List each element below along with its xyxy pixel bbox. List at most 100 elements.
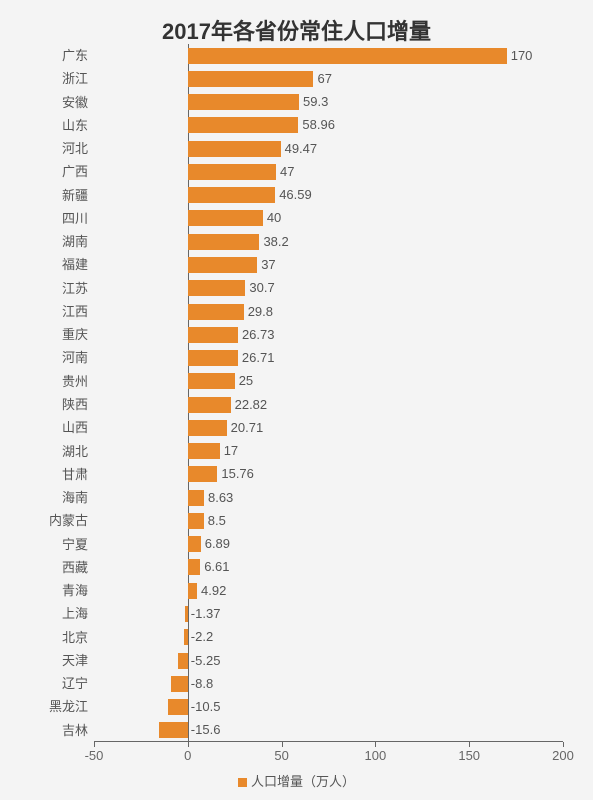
bar-row: 46.59 — [94, 184, 563, 207]
bar — [188, 350, 238, 366]
value-label: 8.5 — [208, 513, 226, 529]
category-label: 河北 — [8, 137, 88, 160]
bar — [188, 257, 257, 273]
bar-row: 26.73 — [94, 323, 563, 346]
value-label: -5.25 — [191, 653, 221, 669]
value-label: 4.92 — [201, 583, 226, 599]
bar-row: 4.92 — [94, 579, 563, 602]
category-label: 江西 — [8, 300, 88, 323]
category-label: 浙江 — [8, 67, 88, 90]
bar-row: 29.8 — [94, 300, 563, 323]
bar-row: 6.89 — [94, 533, 563, 556]
value-label: 170 — [511, 48, 533, 64]
x-tick — [375, 742, 376, 747]
category-label: 广东 — [8, 44, 88, 67]
bar — [188, 71, 314, 87]
value-label: 6.61 — [204, 559, 229, 575]
value-label: 20.71 — [231, 420, 264, 436]
category-label: 山东 — [8, 114, 88, 137]
bar — [188, 48, 507, 64]
bar — [188, 187, 275, 203]
value-label: 6.89 — [205, 536, 230, 552]
bar — [184, 629, 188, 645]
bar-row: 20.71 — [94, 416, 563, 439]
value-label: 29.8 — [248, 304, 273, 320]
x-tick-label: -50 — [85, 748, 104, 763]
bar — [188, 443, 220, 459]
category-label: 北京 — [8, 626, 88, 649]
chart-title: 2017年各省份常住人口增量 — [0, 14, 593, 46]
bar — [188, 210, 263, 226]
bar-row: -5.25 — [94, 649, 563, 672]
bar — [188, 373, 235, 389]
category-label: 安徽 — [8, 91, 88, 114]
value-label: 26.73 — [242, 327, 275, 343]
category-label: 福建 — [8, 253, 88, 276]
bar-row: 30.7 — [94, 277, 563, 300]
value-label: 8.63 — [208, 490, 233, 506]
category-label: 湖北 — [8, 440, 88, 463]
category-label: 湖南 — [8, 230, 88, 253]
category-label: 陕西 — [8, 393, 88, 416]
bar-row: 6.61 — [94, 556, 563, 579]
bar — [188, 327, 238, 343]
value-label: 67 — [317, 71, 331, 87]
category-label: 重庆 — [8, 323, 88, 346]
bar — [188, 420, 227, 436]
bar-row: 59.3 — [94, 91, 563, 114]
category-label: 山西 — [8, 416, 88, 439]
x-tick-label: 200 — [552, 748, 574, 763]
bar-row: 25 — [94, 370, 563, 393]
bar-row: 58.96 — [94, 114, 563, 137]
bar — [188, 304, 244, 320]
x-tick — [282, 742, 283, 747]
category-label: 新疆 — [8, 184, 88, 207]
bar-row: 8.5 — [94, 509, 563, 532]
x-tick-label: 100 — [365, 748, 387, 763]
x-tick-label: 50 — [274, 748, 288, 763]
value-label: 17 — [224, 443, 238, 459]
value-label: -15.6 — [191, 722, 221, 738]
category-label: 四川 — [8, 207, 88, 230]
value-label: 22.82 — [235, 397, 268, 413]
value-label: 25 — [239, 373, 253, 389]
bar — [188, 536, 201, 552]
bar — [168, 699, 188, 715]
bar — [188, 94, 299, 110]
bar-row: -2.2 — [94, 626, 563, 649]
bar — [188, 513, 204, 529]
bar — [188, 559, 200, 575]
bar-row: 37 — [94, 253, 563, 276]
value-label: 49.47 — [285, 141, 318, 157]
bar — [178, 653, 188, 669]
legend-swatch — [238, 778, 247, 787]
value-label: 26.71 — [242, 350, 275, 366]
category-label: 黑龙江 — [8, 695, 88, 718]
bar-row: 8.63 — [94, 486, 563, 509]
value-label: -1.37 — [191, 606, 221, 622]
bar — [188, 141, 281, 157]
category-label: 吉林 — [8, 719, 88, 742]
x-tick — [563, 742, 564, 747]
bar — [188, 164, 276, 180]
bar-row: 170 — [94, 44, 563, 67]
category-label: 内蒙古 — [8, 509, 88, 532]
bar — [159, 722, 188, 738]
plot-area: -500501001502001706759.358.9649.474746.5… — [94, 44, 563, 742]
value-label: 46.59 — [279, 187, 312, 203]
legend: 人口增量（万人） — [0, 771, 593, 790]
bar — [171, 676, 188, 692]
x-tick-label: 150 — [458, 748, 480, 763]
category-label: 广西 — [8, 160, 88, 183]
bar — [188, 466, 218, 482]
bar-row: -1.37 — [94, 602, 563, 625]
bar — [188, 583, 197, 599]
category-label: 宁夏 — [8, 533, 88, 556]
bar-row: 17 — [94, 440, 563, 463]
bar-row: 47 — [94, 160, 563, 183]
category-label: 贵州 — [8, 370, 88, 393]
category-label: 河南 — [8, 346, 88, 369]
value-label: 30.7 — [249, 280, 274, 296]
bar — [185, 606, 188, 622]
value-label: 38.2 — [263, 234, 288, 250]
